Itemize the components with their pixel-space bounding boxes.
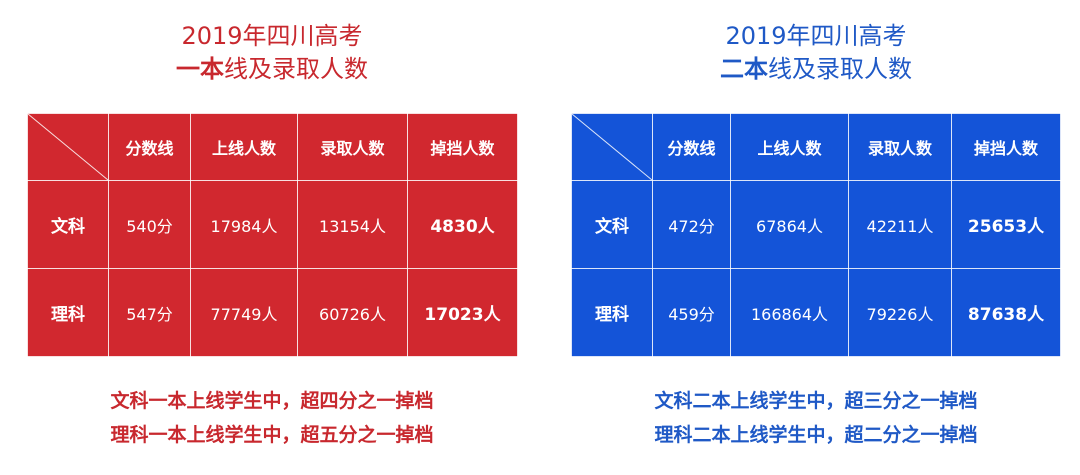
cell-admitted: 42211人 (848, 180, 952, 269)
corner-cell (27, 113, 109, 181)
row-label: 理科 (27, 268, 109, 357)
row-label: 理科 (571, 268, 653, 357)
header-admitted: 录取人数 (848, 113, 952, 181)
cell-admitted: 60726人 (297, 268, 408, 357)
cell-score: 547分 (108, 268, 191, 357)
title-bold: 一本 (176, 55, 224, 83)
cell-qualified: 166864人 (730, 268, 849, 357)
diagonal-line (28, 114, 108, 180)
notes-erben: 文科二本上线学生中，超三分之一掉档 理科二本上线学生中，超二分之一掉档 (571, 384, 1061, 452)
panel-erben: 2019年四川高考 二本线及录取人数 分数线 上线人数 录取人数 掉挡人数 文科 (571, 0, 1061, 446)
cell-score: 459分 (652, 268, 731, 357)
table-erben: 分数线 上线人数 录取人数 掉挡人数 文科 472分 67864人 42211人… (571, 113, 1061, 357)
cell-dropped: 87638人 (951, 268, 1061, 357)
table-row: 理科 547分 77749人 60726人 17023人 (27, 268, 518, 357)
cell-dropped: 17023人 (407, 268, 518, 357)
cell-score: 472分 (652, 180, 731, 269)
cell-admitted: 13154人 (297, 180, 408, 269)
header-qualified: 上线人数 (730, 113, 849, 181)
table-row: 理科 459分 166864人 79226人 87638人 (571, 268, 1061, 357)
table-header-row: 分数线 上线人数 录取人数 掉挡人数 (571, 113, 1061, 181)
title-bold: 二本 (720, 55, 768, 83)
title-rest: 线及录取人数 (768, 55, 912, 83)
cell-qualified: 17984人 (190, 180, 298, 269)
title-year-line: 2019年四川高考 (725, 22, 907, 50)
corner-cell (571, 113, 653, 181)
table-yiben: 分数线 上线人数 录取人数 掉挡人数 文科 540分 17984人 13154人… (27, 113, 518, 357)
title-erben: 2019年四川高考 二本线及录取人数 (571, 20, 1061, 86)
header-qualified: 上线人数 (190, 113, 298, 181)
title-rest: 线及录取人数 (224, 55, 368, 83)
header-score-line: 分数线 (108, 113, 191, 181)
diagonal-line (572, 114, 652, 180)
title-yiben: 2019年四川高考 一本线及录取人数 (27, 20, 517, 86)
title-subject-line: 一本线及录取人数 (27, 53, 517, 86)
header-admitted: 录取人数 (297, 113, 408, 181)
cell-qualified: 67864人 (730, 180, 849, 269)
title-subject-line: 二本线及录取人数 (571, 53, 1061, 86)
cell-admitted: 79226人 (848, 268, 952, 357)
note-line: 文科一本上线学生中，超四分之一掉档 (110, 390, 434, 412)
header-dropped: 掉挡人数 (407, 113, 518, 181)
header-score-line: 分数线 (652, 113, 731, 181)
note-line: 文科二本上线学生中，超三分之一掉档 (654, 390, 978, 412)
table-header-row: 分数线 上线人数 录取人数 掉挡人数 (27, 113, 518, 181)
note-line: 理科二本上线学生中，超二分之一掉档 (654, 424, 978, 446)
cell-score: 540分 (108, 180, 191, 269)
cell-dropped: 4830人 (407, 180, 518, 269)
row-label: 文科 (27, 180, 109, 269)
cell-qualified: 77749人 (190, 268, 298, 357)
table-row: 文科 472分 67864人 42211人 25653人 (571, 180, 1061, 269)
note-line: 理科一本上线学生中，超五分之一掉档 (110, 424, 434, 446)
notes-yiben: 文科一本上线学生中，超四分之一掉档 理科一本上线学生中，超五分之一掉档 (27, 384, 517, 452)
header-dropped: 掉挡人数 (951, 113, 1061, 181)
table-row: 文科 540分 17984人 13154人 4830人 (27, 180, 518, 269)
title-year-line: 2019年四川高考 (181, 22, 363, 50)
row-label: 文科 (571, 180, 653, 269)
cell-dropped: 25653人 (951, 180, 1061, 269)
panel-yiben: 2019年四川高考 一本线及录取人数 分数线 上线人数 录取人数 掉挡人数 文科 (27, 0, 518, 446)
